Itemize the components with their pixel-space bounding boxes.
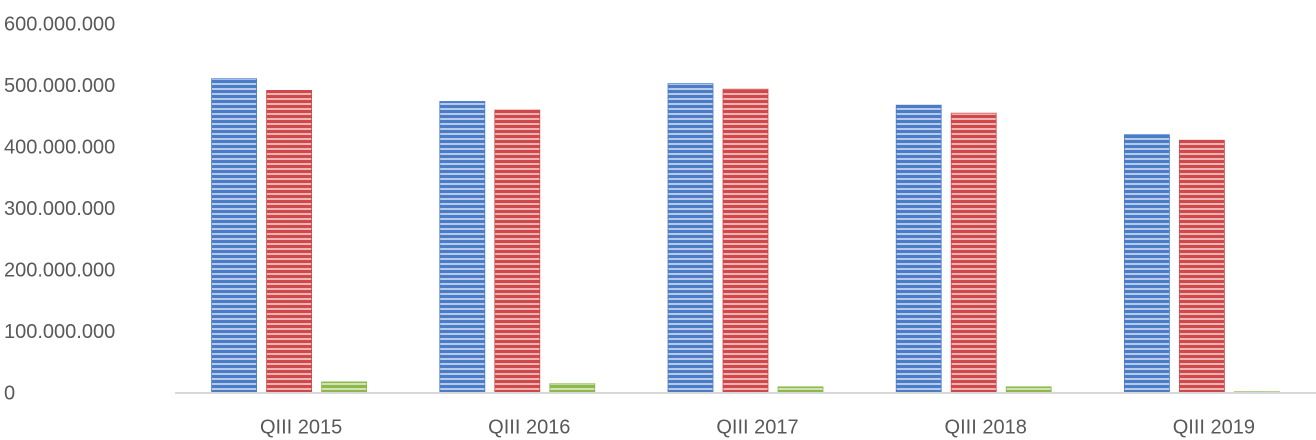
bar	[439, 101, 486, 394]
y-tick-label: 600.000.000	[4, 13, 115, 35]
x-tick-label: QIII 2017	[716, 416, 798, 438]
y-tick-label: 500.000.000	[4, 75, 115, 97]
bar	[895, 104, 942, 394]
bar	[722, 88, 769, 394]
y-tick-label: 100.000.000	[4, 321, 115, 343]
x-tick-label: QIII 2018	[945, 416, 1027, 438]
y-tick-label: 300.000.000	[4, 198, 115, 220]
y-tick-label: 400.000.000	[4, 136, 115, 158]
x-tick-label: QIII 2019	[1173, 416, 1255, 438]
x-tick-label: QIII 2016	[488, 416, 570, 438]
x-tick-label: QIII 2015	[260, 416, 342, 438]
bar	[494, 109, 541, 394]
bar	[266, 90, 313, 394]
bar	[950, 112, 997, 394]
y-tick-label: 0	[4, 382, 15, 404]
bar	[667, 83, 714, 394]
bar	[1124, 134, 1170, 394]
bar	[1179, 139, 1225, 394]
y-tick-label: 200.000.000	[4, 259, 115, 281]
bar	[211, 78, 258, 394]
bar	[321, 381, 368, 394]
bar	[549, 383, 596, 394]
